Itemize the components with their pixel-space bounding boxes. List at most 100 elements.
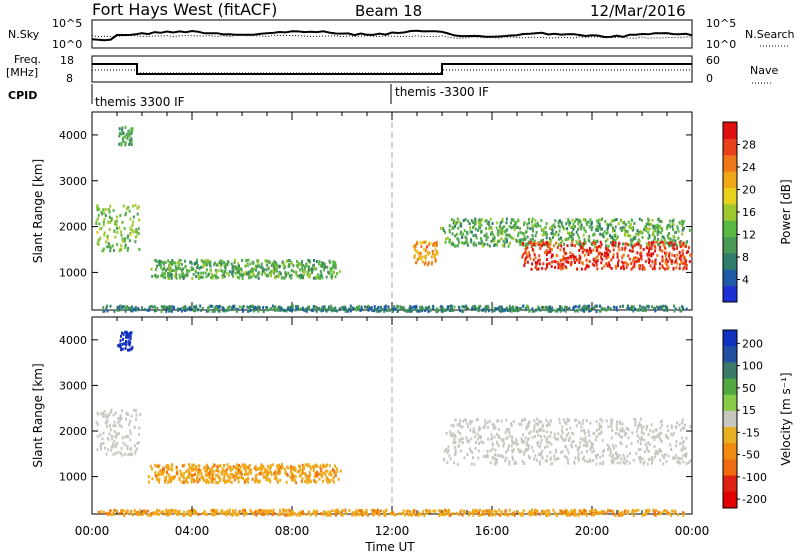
data-cell	[273, 471, 276, 475]
data-cell	[584, 459, 587, 463]
data-cell	[315, 267, 318, 271]
data-cell	[665, 308, 668, 312]
data-cell	[456, 423, 459, 427]
data-cell	[190, 305, 193, 309]
data-cell	[118, 419, 121, 423]
data-cell	[642, 432, 645, 436]
data-cell	[368, 306, 371, 310]
data-cell	[565, 306, 568, 310]
data-cell	[103, 211, 106, 215]
data-cell	[330, 307, 333, 310]
data-cell	[207, 480, 210, 484]
data-cell	[524, 258, 527, 262]
data-cell	[550, 442, 553, 446]
data-cell	[108, 512, 111, 516]
data-cell	[536, 267, 538, 271]
data-cell	[197, 512, 200, 516]
data-cell	[420, 245, 423, 249]
data-cell	[506, 309, 509, 312]
data-cell	[316, 273, 319, 277]
data-cell	[460, 222, 463, 226]
data-cell	[121, 453, 124, 457]
data-cell	[491, 309, 494, 313]
data-cell	[659, 426, 662, 430]
data-cell	[606, 253, 609, 257]
data-cell	[545, 263, 548, 267]
data-cell	[298, 464, 300, 468]
data-cell	[639, 460, 642, 464]
data-cell	[573, 258, 576, 262]
data-cell	[297, 511, 300, 515]
data-cell	[238, 276, 241, 280]
data-cell	[284, 472, 287, 476]
data-cell	[307, 474, 310, 478]
data-cell	[223, 275, 226, 278]
data-cell	[674, 239, 677, 243]
data-cell	[477, 449, 480, 453]
data-cell	[490, 239, 493, 243]
data-cell	[534, 454, 537, 458]
data-cell	[591, 508, 594, 512]
data-cell	[115, 432, 118, 436]
data-cell	[486, 421, 489, 425]
data-cell	[328, 480, 331, 484]
data-cell	[550, 419, 552, 423]
data-cell	[628, 461, 631, 465]
data-cell	[657, 218, 660, 222]
data-cell	[504, 513, 507, 517]
data-cell	[523, 462, 526, 465]
data-cell	[240, 267, 243, 271]
data-cell	[614, 432, 617, 435]
data-cell	[361, 513, 364, 517]
data-cell	[676, 460, 679, 464]
data-cell	[301, 468, 304, 472]
data-cell	[601, 217, 603, 221]
data-cell	[618, 242, 621, 246]
data-cell	[681, 222, 684, 226]
data-cell	[221, 270, 224, 273]
data-cell	[526, 255, 529, 259]
y-tick-label: 3000	[59, 175, 87, 188]
data-cell	[205, 309, 208, 313]
data-cell	[575, 239, 578, 243]
data-cell	[356, 510, 358, 514]
data-cell	[217, 309, 220, 313]
data-cell	[507, 447, 509, 451]
data-cell	[593, 242, 596, 245]
data-cell	[126, 305, 129, 309]
data-cell	[668, 251, 671, 255]
data-cell	[213, 263, 216, 267]
data-cell	[599, 218, 602, 222]
data-cell	[472, 225, 475, 229]
data-cell	[247, 480, 250, 484]
data-cell	[119, 416, 122, 420]
data-cell	[154, 258, 157, 262]
data-cell	[638, 448, 640, 452]
data-cell	[565, 428, 568, 432]
data-cell	[674, 456, 676, 460]
data-cell	[521, 459, 524, 463]
data-cell	[107, 208, 110, 212]
data-cell	[675, 244, 678, 248]
data-cell	[446, 451, 449, 454]
data-cell	[667, 454, 670, 458]
data-cell	[129, 341, 132, 345]
data-cell	[233, 267, 236, 271]
colorbar-swatch	[723, 285, 737, 303]
data-cell	[474, 435, 477, 439]
data-cell	[583, 428, 585, 432]
data-cell	[646, 447, 648, 451]
data-cell	[662, 462, 665, 466]
data-cell	[111, 512, 114, 516]
data-cell	[278, 305, 281, 309]
data-cell	[565, 260, 568, 264]
data-cell	[536, 221, 539, 225]
data-cell	[503, 241, 506, 245]
data-cell	[459, 510, 462, 514]
data-cell	[601, 419, 604, 423]
data-cell	[470, 437, 473, 441]
data-cell	[322, 463, 325, 467]
data-cell	[619, 305, 622, 309]
data-cell	[320, 309, 323, 313]
